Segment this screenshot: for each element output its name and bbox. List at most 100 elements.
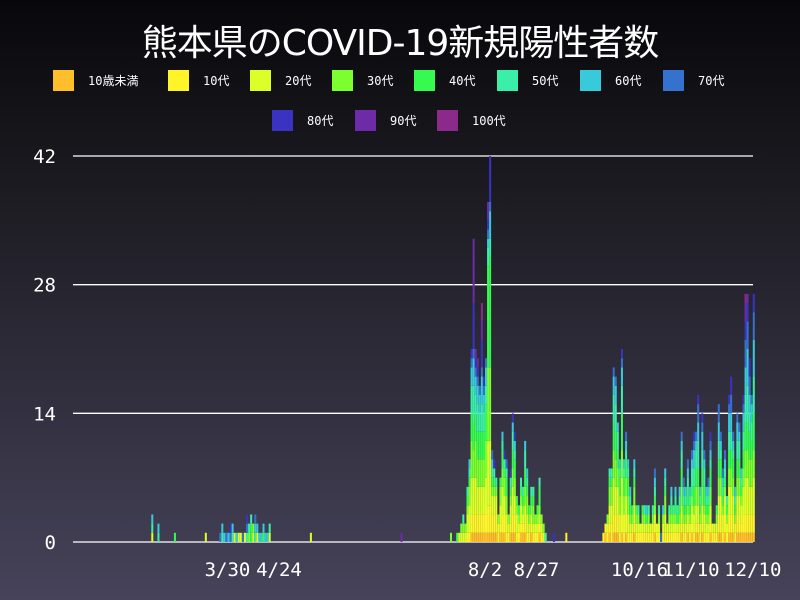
- bar-segment: [674, 532, 677, 542]
- bar-segment: [489, 532, 492, 542]
- bar-segment: [742, 394, 745, 405]
- bar-segment: [526, 477, 529, 487]
- bar-segment: [736, 496, 739, 515]
- bar-segment: [485, 440, 487, 478]
- bar-segment: [544, 532, 547, 542]
- bar-segment: [524, 486, 527, 506]
- bar-segment: [705, 523, 708, 533]
- legend-swatch: [250, 70, 271, 91]
- bar-segment: [703, 532, 706, 542]
- x-tick-label: 4/24: [256, 559, 302, 581]
- bar-segment: [736, 532, 739, 542]
- bar-segment: [748, 413, 751, 432]
- bar-segment: [748, 486, 751, 515]
- bar-segment: [252, 532, 255, 542]
- bar-segment: [627, 532, 630, 542]
- bar-segment: [750, 422, 753, 441]
- bar-segment: [610, 486, 613, 506]
- bar-segment: [491, 496, 494, 515]
- bar-segment: [468, 477, 471, 487]
- bar-segment: [676, 532, 679, 542]
- bar-segment: [608, 523, 611, 533]
- bar-segment: [631, 514, 634, 524]
- bar-segment: [530, 505, 533, 515]
- bar-segment: [676, 505, 679, 515]
- bar-segment: [711, 523, 714, 533]
- bar-segment: [730, 431, 733, 451]
- bar-segment: [493, 468, 496, 478]
- bar-segment: [670, 532, 673, 542]
- bar-segment: [524, 505, 527, 524]
- bar-segment: [520, 523, 523, 533]
- bar-segment: [651, 505, 654, 515]
- bar-segment: [691, 450, 693, 460]
- bar-segment: [701, 450, 704, 469]
- bar-segment: [522, 486, 525, 497]
- bar-segment: [709, 440, 712, 451]
- bar-segment: [491, 532, 494, 542]
- bar-segment: [647, 514, 650, 524]
- bar-segment: [151, 523, 154, 533]
- bar-segment: [618, 532, 621, 542]
- bar-segment: [487, 266, 490, 368]
- bar-segment: [513, 440, 516, 451]
- bar-segment: [474, 358, 477, 368]
- bar-segment: [688, 486, 691, 497]
- bar-segment: [701, 468, 704, 487]
- bar-segment: [672, 505, 675, 515]
- bar-segment: [262, 523, 265, 533]
- bar-segment: [662, 505, 665, 515]
- bar-segment: [552, 532, 555, 542]
- bar-segment: [530, 523, 533, 533]
- bar-segment: [752, 532, 755, 542]
- bar-segment: [604, 523, 607, 533]
- bar-segment: [752, 477, 755, 515]
- bar-segment: [742, 404, 745, 414]
- bar-segment: [499, 486, 502, 506]
- bar-segment: [641, 532, 644, 542]
- bar-segment: [515, 505, 518, 515]
- bar-segment: [678, 496, 681, 506]
- bar-segment: [487, 220, 490, 230]
- bar-segment: [728, 413, 731, 432]
- bar-segment: [746, 321, 749, 349]
- bar-segment: [734, 523, 737, 533]
- y-tick-label: 0: [45, 532, 56, 554]
- bar-segment: [472, 303, 475, 349]
- bar-segment: [511, 468, 514, 487]
- bar-segment: [614, 459, 617, 487]
- bar-segment: [744, 394, 747, 423]
- bar-segment: [705, 514, 708, 524]
- bar-segment: [719, 459, 722, 478]
- bar-segment: [476, 367, 479, 377]
- bar-segment: [517, 523, 520, 533]
- bar-segment: [503, 459, 506, 469]
- bar-segment: [538, 486, 541, 506]
- bar-segment: [693, 514, 696, 533]
- bar-segment: [485, 404, 487, 441]
- bar-segment: [470, 358, 473, 368]
- bar-segment: [256, 523, 259, 533]
- bar-segment: [505, 496, 508, 515]
- bar-segment: [717, 477, 720, 497]
- bar-segment: [684, 514, 687, 524]
- bar-segment: [480, 532, 483, 542]
- bar-segment: [682, 477, 685, 487]
- bar-segment: [614, 404, 617, 432]
- bar-segment: [717, 422, 720, 441]
- legend-label: 90代: [390, 114, 416, 128]
- bar-segment: [697, 394, 700, 405]
- bar-segment: [538, 523, 541, 533]
- bar-segment: [487, 440, 490, 506]
- bar-segment: [697, 505, 700, 524]
- bar-segment: [612, 450, 615, 478]
- bar-segment: [699, 532, 702, 542]
- bar-segment: [618, 496, 621, 515]
- bar-segment: [736, 413, 739, 423]
- bar-segment: [515, 532, 518, 542]
- bar-segment: [476, 514, 479, 533]
- x-tick-label: 3/30: [205, 559, 251, 581]
- bar-segment: [670, 486, 673, 497]
- bar-segment: [662, 523, 665, 533]
- bar-segment: [614, 514, 617, 533]
